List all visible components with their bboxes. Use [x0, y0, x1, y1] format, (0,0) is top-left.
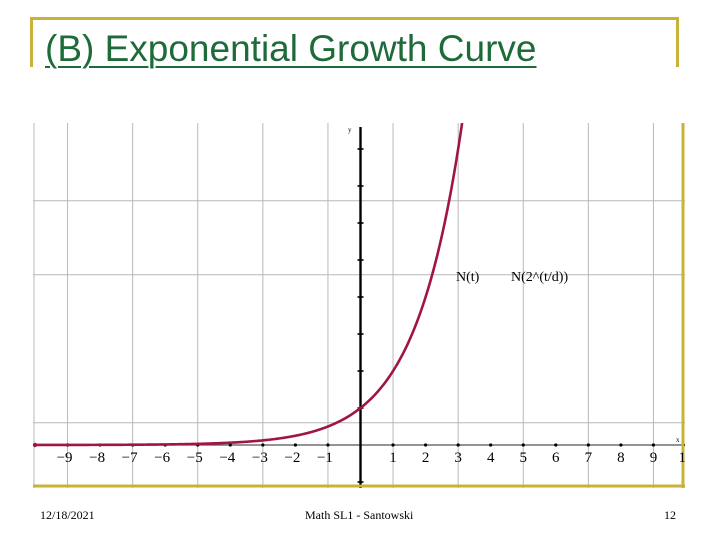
x-tick-mark: [619, 443, 623, 447]
x-tick-label: −9: [57, 450, 73, 466]
x-tick-mark: [684, 443, 685, 447]
x-tick-label: −3: [252, 450, 268, 466]
x-tick-label: −1: [317, 450, 333, 466]
x-tick-mark: [261, 443, 265, 447]
x-tick-label: −8: [89, 450, 105, 466]
x-tick-label: 4: [487, 450, 495, 466]
tick-labels: −9 −8 −7 −6 −5 −4 −3 −2 −1 1 2 3 4 5 6 7 8 9 10: [57, 450, 685, 466]
x-tick-mark: [554, 443, 558, 447]
x-tick-mark: [651, 443, 656, 447]
footer-course: Math SL1 - Santowski: [305, 508, 414, 522]
x-tick-mark: [586, 443, 590, 447]
x-tick-label: −5: [187, 450, 203, 466]
x-tick-label: 3: [454, 450, 462, 466]
annotation-left: N(t): [456, 270, 480, 285]
x-tick-label: 8: [617, 450, 625, 466]
x-tick-mark: [293, 443, 297, 447]
x-tick-label: 7: [585, 450, 593, 466]
axes: [33, 123, 685, 488]
y-axis-label: y: [348, 126, 352, 134]
tick-marks: [65, 148, 685, 483]
x-tick-label: −6: [154, 450, 170, 466]
growth-curve: [35, 123, 464, 447]
slide-frame-left: [30, 17, 33, 67]
slide-frame-top: [30, 17, 678, 20]
x-tick-label: −7: [122, 450, 138, 466]
x-tick-label: 5: [520, 450, 528, 466]
footer-date: 12/18/2021: [40, 508, 95, 522]
annotation-right: N(2^(t/d)): [511, 270, 568, 285]
curve-start-point: [33, 442, 38, 448]
x-tick-mark: [326, 443, 330, 447]
slide-title: (B) Exponential Growth Curve: [45, 28, 537, 69]
x-tick-label: 9: [650, 450, 658, 466]
x-tick-mark: [424, 443, 428, 447]
slide-frame-right: [676, 17, 679, 67]
x-tick-label: 1: [389, 450, 397, 466]
x-axis-label: x: [676, 436, 680, 444]
x-tick-label: −2: [284, 450, 300, 466]
footer-page-number: 12: [664, 508, 676, 522]
x-tick-mark: [489, 443, 493, 447]
x-tick-label: −4: [219, 450, 235, 466]
x-tick-label: 2: [422, 450, 430, 466]
exponential-graph: −9 −8 −7 −6 −5 −4 −3 −2 −1 1 2 3 4 5 6 7 8 9 10 N(t) N(2^(…: [33, 123, 685, 488]
x-tick-label: 6: [552, 450, 560, 466]
grid-lines: [33, 123, 685, 488]
x-tick-label: 10: [679, 450, 686, 466]
x-tick-mark: [228, 443, 232, 447]
x-tick-mark: [391, 443, 395, 447]
x-tick-mark: [521, 443, 525, 447]
x-tick-mark: [456, 443, 460, 447]
